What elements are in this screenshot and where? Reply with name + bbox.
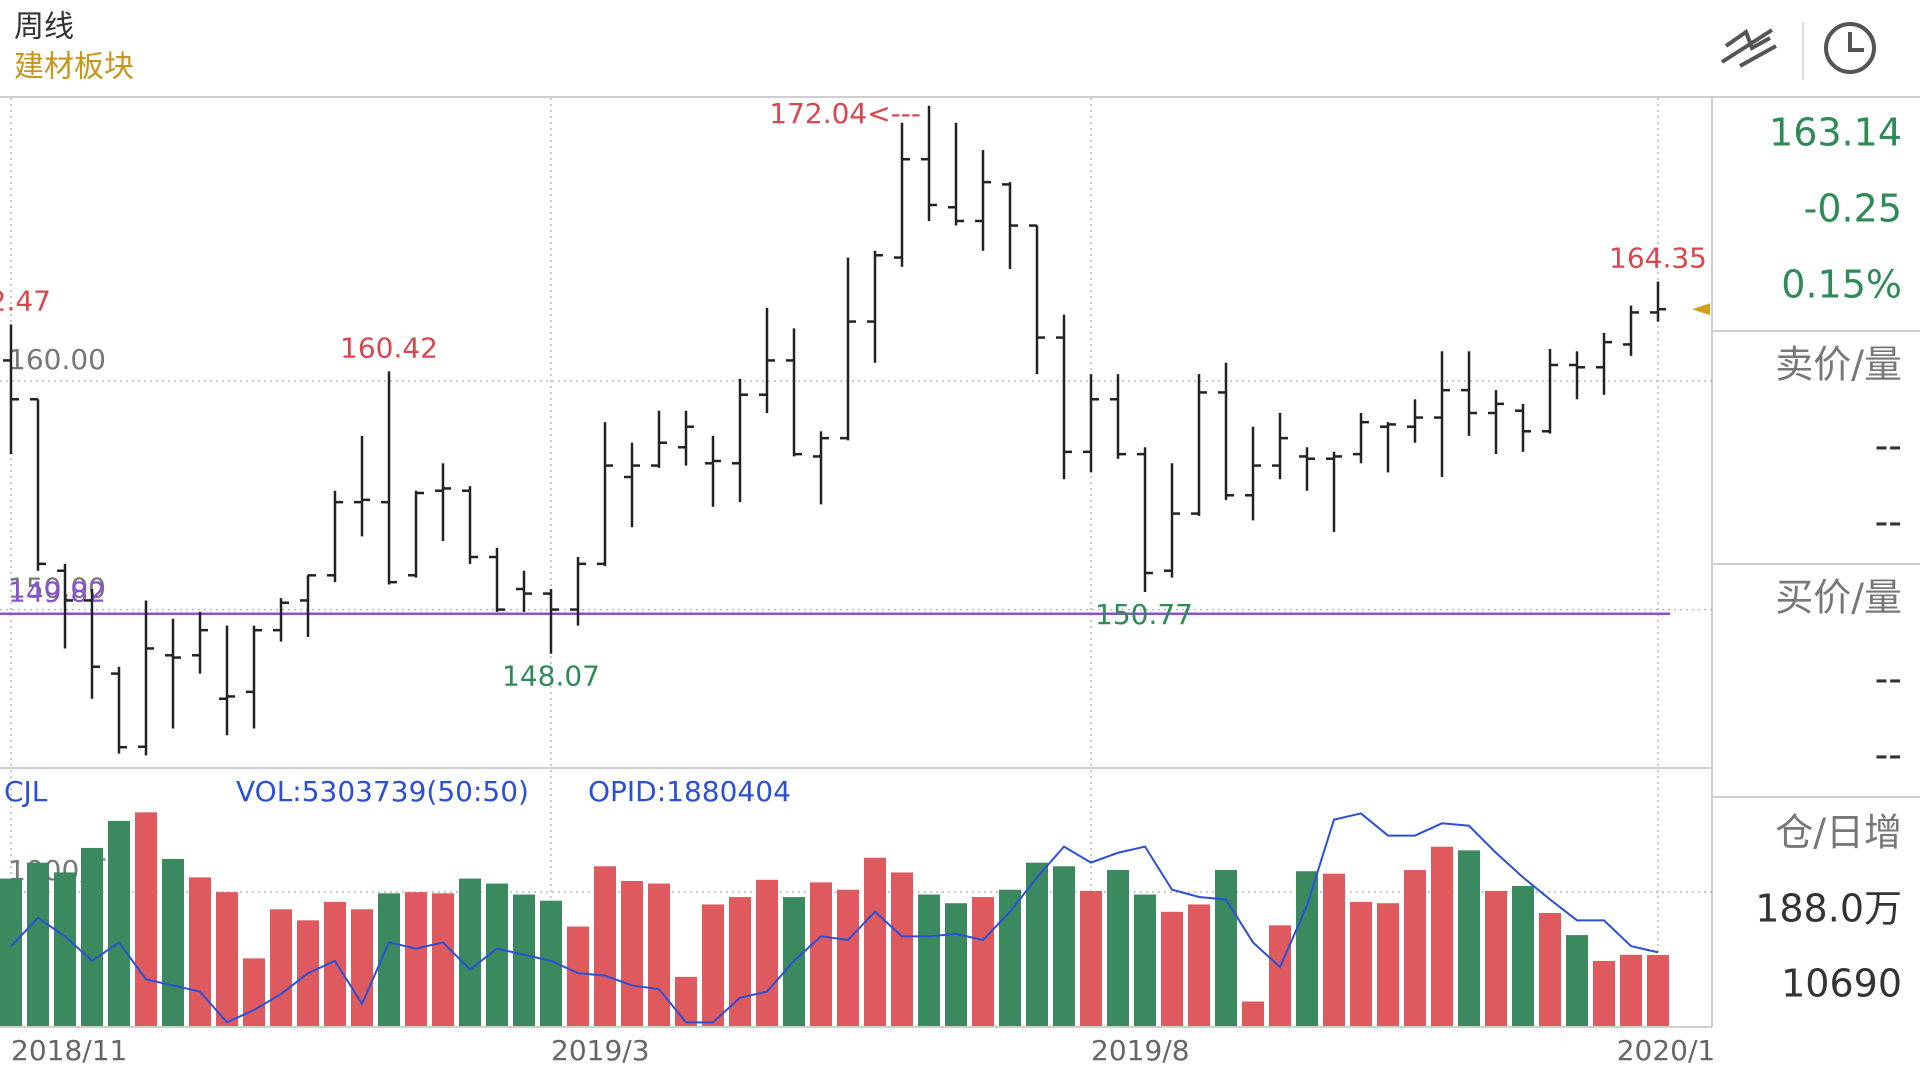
extreme-label: 160.42 — [340, 331, 438, 364]
volume-bar — [621, 881, 643, 1026]
extreme-label: 148.07 — [502, 660, 600, 693]
clock-icon[interactable] — [1824, 22, 1876, 74]
bid-price: -- — [1875, 657, 1902, 701]
volume-bar — [864, 857, 886, 1026]
period-label: 周线 — [14, 10, 74, 45]
volume-bar — [729, 897, 751, 1026]
ask-label: 卖价/量 — [1775, 343, 1902, 387]
volume-bar — [486, 883, 508, 1026]
volume-bar — [1620, 954, 1642, 1026]
ask-volume: -- — [1875, 500, 1902, 544]
volume-bar — [459, 878, 481, 1026]
extreme-label: 164.35 — [1609, 242, 1707, 275]
change-percent: 0.15% — [1781, 263, 1902, 307]
volume-bar — [1188, 904, 1210, 1026]
open-interest: 188.0万 — [1755, 887, 1902, 931]
draw-tool-icon[interactable] — [1720, 28, 1777, 68]
volume-bar — [1323, 873, 1345, 1026]
daily-change: 10690 — [1781, 962, 1902, 1006]
volume-bar — [594, 866, 616, 1026]
legend-entry: OPID:1880404 — [588, 775, 791, 808]
y-tick-label: 160.00 — [8, 343, 106, 376]
volume-bar — [918, 894, 940, 1026]
volume-bar — [1431, 846, 1453, 1026]
open-interest-label: 仓/日增 — [1775, 811, 1902, 855]
volume-bar — [1053, 866, 1075, 1026]
volume-bar — [567, 926, 589, 1026]
last-price-marker — [1692, 303, 1710, 316]
side-panel: 163.14 -0.25 0.15% 卖价/量 -- -- 买价/量 -- --… — [1712, 111, 1920, 1006]
bid-label: 买价/量 — [1775, 576, 1902, 620]
volume-bar — [1539, 912, 1561, 1026]
x-tick-label: 2020/1 — [1617, 1034, 1716, 1067]
volume-bar — [1485, 890, 1507, 1026]
volume-bar — [432, 893, 454, 1026]
volume-bar — [1296, 871, 1318, 1026]
x-tick-label: 2019/8 — [1091, 1034, 1190, 1067]
volume-bar — [54, 872, 76, 1026]
volume-bar — [1566, 935, 1588, 1026]
volume-bar — [756, 879, 778, 1026]
volume-bar — [378, 893, 400, 1026]
x-tick-label: 2019/3 — [551, 1034, 650, 1067]
volume-bar — [162, 858, 184, 1026]
volume-bar — [324, 901, 346, 1026]
volume-bar — [972, 897, 994, 1026]
volume-bar — [1026, 862, 1048, 1026]
volume-bar — [1161, 911, 1183, 1026]
volume-bar — [270, 909, 292, 1026]
volume-bar — [837, 889, 859, 1026]
extreme-label: 150.77 — [1095, 598, 1193, 631]
volume-bar — [1512, 885, 1534, 1026]
volume-bar — [1404, 870, 1426, 1026]
volume-bar — [1350, 901, 1372, 1026]
volume-bar — [1377, 903, 1399, 1026]
legend-entry: VOL:5303739(50:50) — [236, 775, 529, 808]
extreme-label: 162.47 — [0, 285, 51, 318]
volume-bar — [1215, 870, 1237, 1026]
volume-bar — [648, 883, 670, 1026]
volume-bar — [81, 847, 103, 1026]
plot-area: 2018/11 2019/3 2019/8 2020/1 150.00 160.00 149… — [0, 97, 1715, 1067]
volume-bar — [675, 976, 697, 1026]
panel-title: CJL — [4, 775, 48, 808]
volume-bar — [351, 909, 373, 1026]
volume-bar — [945, 903, 967, 1026]
volume-bar — [1080, 890, 1102, 1026]
volume-bar — [1134, 894, 1156, 1026]
extreme-label: 172.04<--- — [769, 97, 921, 130]
price-change: -0.25 — [1804, 187, 1902, 231]
volume-bar — [189, 877, 211, 1026]
volume-bar — [891, 872, 913, 1026]
volume-bar — [1458, 850, 1480, 1026]
volume-bar — [1242, 1001, 1264, 1026]
volume-bar — [1107, 870, 1129, 1026]
last-price: 163.14 — [1769, 111, 1902, 155]
open-interest-line — [10, 812, 1659, 1024]
volume-bar — [1269, 925, 1291, 1026]
y-tick-label: 150.00 — [8, 572, 106, 605]
reference-label: 149.82 — [8, 576, 106, 609]
volume-bar — [27, 862, 49, 1026]
volume-bar — [216, 892, 238, 1026]
volume-bar — [0, 878, 22, 1026]
volume-bar — [243, 958, 265, 1026]
volume-bar — [1593, 960, 1615, 1026]
volume-bar — [513, 894, 535, 1026]
volume-bar — [405, 892, 427, 1026]
volume-bar — [108, 820, 130, 1026]
volume-bar — [702, 904, 724, 1026]
x-tick-label: 2018/11 — [11, 1034, 127, 1067]
ask-price: -- — [1875, 424, 1902, 468]
volume-bar — [810, 882, 832, 1026]
volume-bar — [540, 900, 562, 1026]
volume-bar — [1647, 954, 1669, 1026]
volume-bar — [999, 889, 1021, 1026]
volume-bar — [135, 812, 157, 1026]
sector-label: 建材板块 — [14, 50, 134, 85]
bid-volume: -- — [1875, 733, 1902, 777]
